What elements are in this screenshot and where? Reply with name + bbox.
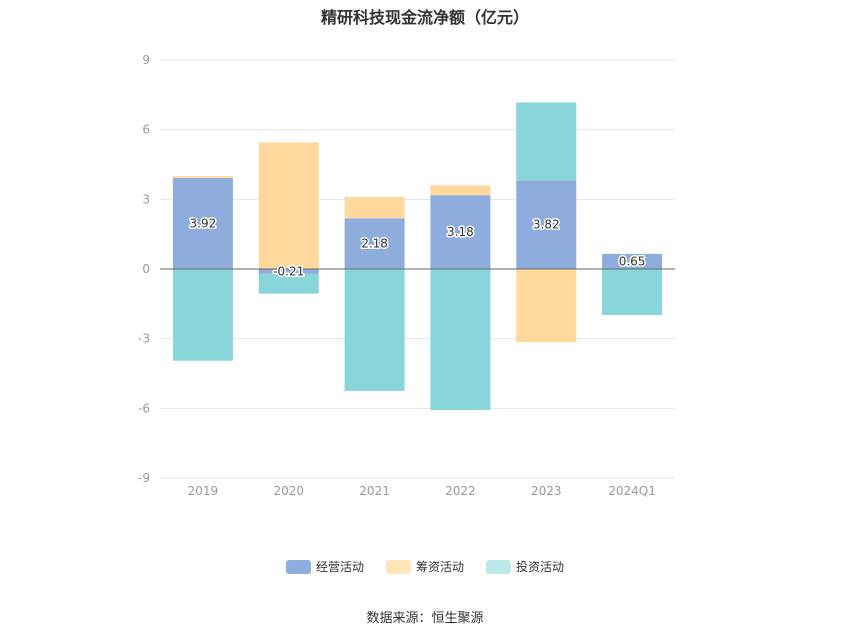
x-tick-label: 2019 bbox=[188, 484, 219, 498]
bar-2022-经营活动[interactable] bbox=[430, 195, 491, 269]
legend-item-investing[interactable]: 投资活动 bbox=[486, 558, 564, 575]
bar-2024Q1-投资活动[interactable] bbox=[602, 269, 663, 315]
bar-2020-经营活动[interactable] bbox=[258, 269, 319, 274]
bar-2020-投资活动[interactable] bbox=[258, 273, 319, 294]
bar-2023-投资活动[interactable] bbox=[516, 102, 577, 181]
data-source: 数据来源：恒生聚源 bbox=[366, 611, 484, 626]
y-tick-label: 3 bbox=[142, 192, 150, 206]
bar-2019-投资活动[interactable] bbox=[172, 269, 233, 361]
bar-2021-投资活动[interactable] bbox=[344, 269, 405, 391]
bar-2019-筹资活动[interactable] bbox=[172, 176, 233, 178]
bar-2023-经营活动[interactable] bbox=[516, 180, 577, 269]
legend-label-investing: 投资活动 bbox=[516, 560, 565, 574]
y-tick-label: 9 bbox=[142, 53, 150, 67]
x-tick-label: 2021 bbox=[359, 484, 390, 498]
legend-label-operating: 经营活动 bbox=[315, 560, 364, 574]
legend: 经营活动 筹资活动 投资活动 bbox=[0, 558, 850, 575]
data-labels: 3.92 -0.21 2.18 3.18 3.82 0.65 bbox=[188, 215, 647, 280]
legend-item-financing[interactable]: 筹资活动 bbox=[385, 558, 464, 575]
x-tick-label: 2020 bbox=[273, 484, 304, 498]
x-tick-label: 2024Q1 bbox=[608, 484, 656, 498]
y-tick-label: -3 bbox=[138, 332, 150, 346]
bar-2023-筹资活动[interactable] bbox=[516, 269, 577, 343]
y-tick-label: 0 bbox=[142, 262, 150, 276]
y-tick-label: -9 bbox=[138, 471, 150, 485]
data-label-2021: 2.18 bbox=[361, 237, 388, 251]
y-axis-ticks: -9 -6 -3 0 3 6 9 bbox=[138, 53, 150, 485]
bars bbox=[172, 102, 663, 410]
data-label-2019: 3.92 bbox=[190, 216, 217, 230]
legend-swatch-financing bbox=[385, 559, 411, 574]
x-tick-label: 2022 bbox=[445, 484, 476, 498]
bar-2020-筹资活动[interactable] bbox=[258, 142, 319, 269]
bar-2019-经营活动[interactable] bbox=[172, 177, 233, 269]
data-label-2024Q1: 0.65 bbox=[619, 254, 646, 268]
legend-swatch-operating bbox=[285, 559, 311, 574]
legend-swatch-investing bbox=[486, 559, 511, 574]
chart-title: 精研科技现金流净额（亿元） bbox=[320, 8, 529, 27]
data-label-2023: 3.82 bbox=[533, 218, 560, 232]
x-axis-ticks: 2019 2020 2021 2022 2023 2024Q1 bbox=[188, 484, 656, 498]
legend-item-operating[interactable]: 经营活动 bbox=[285, 558, 364, 575]
y-tick-label: -6 bbox=[138, 401, 150, 415]
legend-label-financing: 筹资活动 bbox=[415, 560, 464, 574]
bar-2022-投资活动[interactable] bbox=[430, 269, 491, 410]
bar-2021-经营活动[interactable] bbox=[344, 218, 405, 269]
data-label-2020: -0.21 bbox=[273, 264, 304, 278]
bar-2022-筹资活动[interactable] bbox=[430, 185, 491, 196]
data-label-2022: 3.18 bbox=[447, 225, 474, 239]
bar-2021-筹资活动[interactable] bbox=[344, 197, 405, 219]
bar-2024Q1-经营活动[interactable] bbox=[602, 253, 663, 269]
y-tick-label: 6 bbox=[142, 123, 150, 137]
zero-line bbox=[160, 268, 675, 479]
x-tick-label: 2023 bbox=[531, 484, 562, 498]
